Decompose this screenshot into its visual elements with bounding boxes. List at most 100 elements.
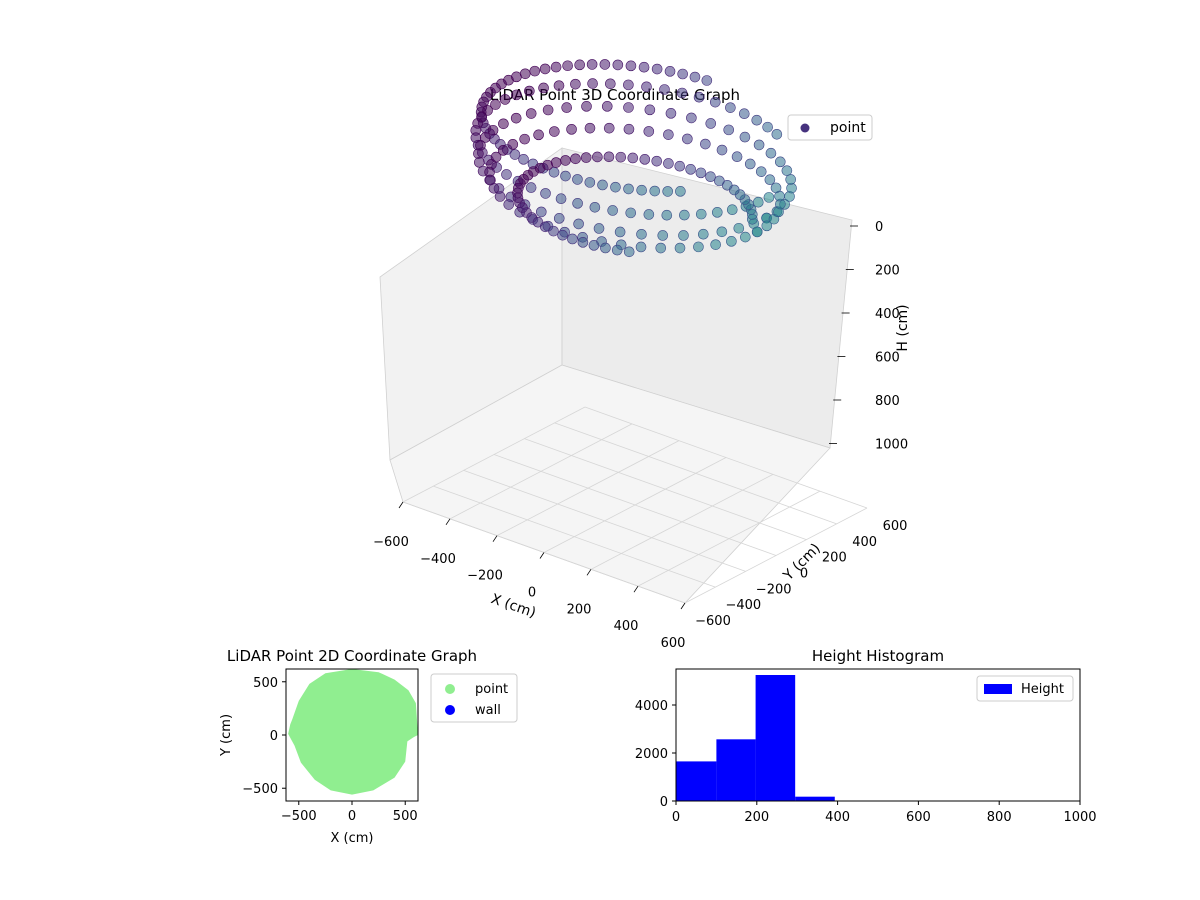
x-axis-3d-tick <box>633 585 639 593</box>
grid-line-y <box>584 406 868 509</box>
chart-histogram: Height Histogram 0 200 400 600 800 1000 0 2000 4… <box>635 647 1097 825</box>
point-3d <box>588 240 600 251</box>
point-3d <box>716 226 728 238</box>
point-3d <box>497 145 509 156</box>
x-axis-2d-tick-label: 0 <box>348 809 356 824</box>
x-axis-3d-tick-label: −600 <box>373 535 409 550</box>
point-3d <box>651 155 663 167</box>
point-3d <box>509 149 521 160</box>
point-3d <box>726 236 737 247</box>
point-3d <box>572 198 583 209</box>
point-3d <box>490 99 501 110</box>
point-3d <box>614 226 626 238</box>
point-3d <box>488 183 500 194</box>
point-3d <box>566 124 577 135</box>
point-3d <box>592 151 603 163</box>
histogram-bars <box>676 675 835 801</box>
x-axis-3d-tick <box>398 501 404 509</box>
grid-line-x <box>684 507 868 604</box>
point-3d <box>625 207 637 219</box>
point-3d <box>562 60 573 72</box>
point-3d <box>623 183 634 195</box>
point-3d <box>557 229 568 241</box>
point-3d <box>540 188 551 199</box>
point-3d <box>550 61 562 73</box>
point-3d <box>487 124 499 136</box>
point-3d <box>587 78 598 89</box>
point-3d <box>574 59 585 71</box>
histogram-bar <box>676 761 717 801</box>
x-axis-2d-label: X (cm) <box>331 831 374 846</box>
point-3d <box>507 139 519 150</box>
point-3d <box>698 228 709 240</box>
histogram-y-tick-label: 4000 <box>635 699 668 714</box>
point-3d <box>661 209 673 221</box>
point-3d <box>581 101 592 112</box>
point-3d <box>580 152 592 163</box>
point-3d <box>623 123 635 135</box>
histogram-x-tick-label: 1000 <box>1063 810 1096 825</box>
x-axis-3d-tick <box>680 602 686 610</box>
point-3d <box>674 242 686 254</box>
point-3d <box>725 102 736 113</box>
point-3d <box>686 112 697 124</box>
point-3d <box>539 221 551 233</box>
point-3d <box>676 87 688 99</box>
point-3d <box>657 230 669 241</box>
legend-2d-marker-wall <box>445 705 455 715</box>
point-3d <box>560 155 571 166</box>
point-3d <box>755 166 767 177</box>
legend-histogram: Height <box>976 675 1074 702</box>
point-3d <box>584 177 596 188</box>
x-axis-3d-tick-label: −200 <box>467 569 503 584</box>
legend-2d-label-point: point <box>475 682 508 697</box>
point-3d <box>744 158 756 170</box>
point-3d <box>674 160 686 172</box>
point-3d <box>503 199 515 210</box>
point-3d <box>664 66 676 77</box>
point-3d <box>599 59 611 70</box>
y-axis-2d-tick-label: 0 <box>270 729 278 744</box>
legend-3d: point <box>787 114 873 141</box>
point-3d <box>623 79 634 91</box>
point-3d <box>751 226 763 238</box>
z-axis-3d-tick-label: 400 <box>875 307 900 322</box>
x-axis-3d-tick-label: 600 <box>661 636 686 651</box>
histogram-bar <box>795 796 835 801</box>
point-3d <box>733 222 745 234</box>
z-axis-3d-label: H (cm) <box>895 304 911 351</box>
histogram-frame <box>675 668 1081 802</box>
x-axis-3d-tick-label: −400 <box>420 552 456 567</box>
z-axis-3d-tick-label: 200 <box>875 264 900 279</box>
y-axis-3d-tick-label: −400 <box>725 598 761 613</box>
point-3d <box>501 169 512 180</box>
point-3d <box>765 147 777 159</box>
point-3d <box>607 205 618 216</box>
point-cloud-3d <box>470 59 797 258</box>
point-3d <box>709 96 721 108</box>
point-3d <box>675 186 686 197</box>
point-3d <box>752 196 764 208</box>
point-3d <box>601 101 613 112</box>
point-3d <box>584 122 596 134</box>
grid-line-y <box>554 422 837 525</box>
point-3d <box>731 151 743 162</box>
z-axis-3d-tick-label: 1000 <box>875 438 908 453</box>
point-3d <box>693 91 705 103</box>
z-axis-3d-tick-label: 600 <box>875 351 900 366</box>
legend-3d-label-point: point <box>830 120 866 136</box>
point-3d <box>689 71 701 83</box>
point-3d <box>524 85 535 97</box>
point-3d <box>612 59 624 71</box>
point-3d <box>494 191 506 202</box>
y-axis-3d-ticks: −600−400−200 0 200 400 600 <box>695 519 907 629</box>
point-3d <box>738 108 750 120</box>
point-3d <box>770 182 782 194</box>
point-3d <box>643 126 655 137</box>
point-3d <box>701 75 713 86</box>
point-3d <box>573 218 584 230</box>
point-3d <box>651 63 663 75</box>
y-axis-2d-tick-label: 500 <box>253 676 278 691</box>
point-3d <box>763 192 775 203</box>
point-3d <box>610 181 621 193</box>
